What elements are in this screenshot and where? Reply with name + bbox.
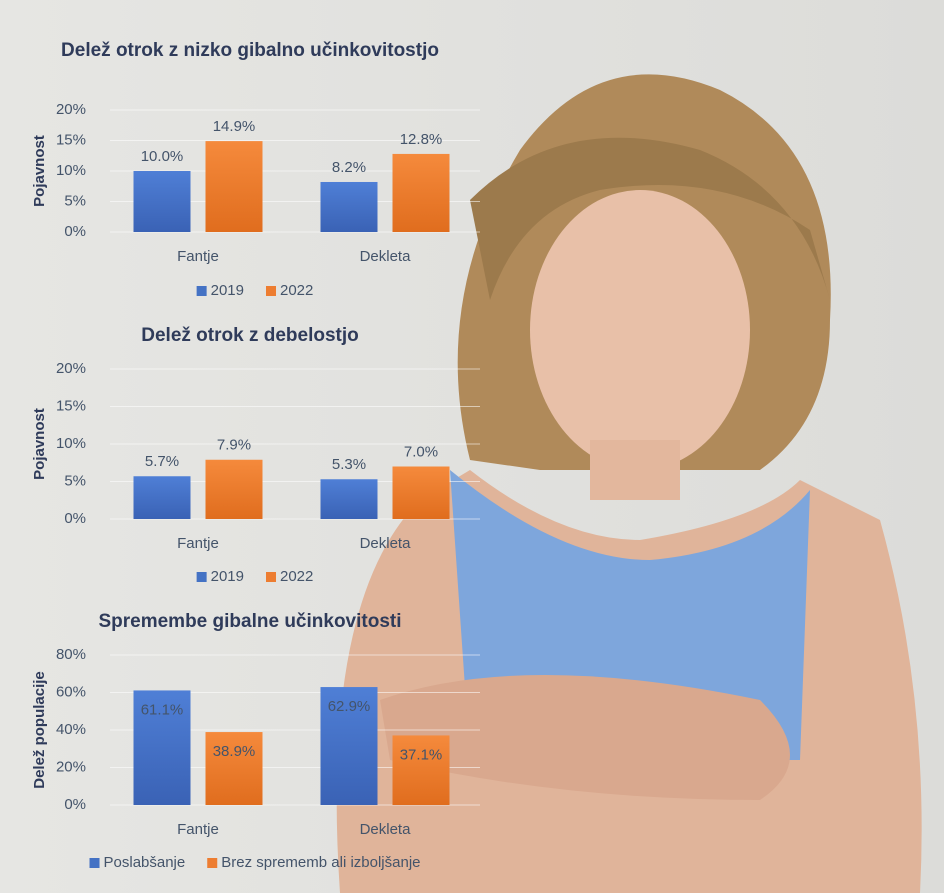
x-tick-label: Dekleta (360, 248, 412, 265)
chart-title: Delež otrok z debelostjo (141, 325, 359, 346)
value-label: 14.9% (213, 118, 256, 135)
bar (320, 687, 378, 805)
bar (133, 690, 191, 805)
legend-swatch (196, 572, 207, 582)
y-tick-label: 10% (56, 435, 86, 452)
y-tick-label: 40% (56, 721, 86, 738)
y-axis-label: Pojavnost (31, 408, 48, 480)
bar (320, 181, 378, 232)
x-tick-label: Dekleta (360, 535, 412, 552)
bar (320, 479, 378, 519)
legend-label: 2022 (280, 568, 313, 585)
y-tick-label: 15% (56, 131, 86, 148)
y-tick-label: 5% (64, 472, 86, 489)
value-label: 5.7% (145, 453, 179, 470)
value-label: 12.8% (400, 131, 443, 148)
value-label: 5.3% (332, 456, 366, 473)
chart-title-box: Spremembe gibalne učinkovitosti (98, 611, 402, 632)
bar (205, 141, 263, 232)
y-tick-label: 80% (56, 646, 86, 663)
y-tick-label: 60% (56, 683, 86, 700)
y-axis-label: Delež populacije (31, 671, 48, 789)
x-tick-label: Fantje (177, 248, 219, 265)
y-tick-label: 0% (64, 510, 86, 527)
chart-title: Spremembe gibalne učinkovitosti (98, 611, 402, 632)
bar (392, 466, 450, 519)
x-tick-label: Fantje (177, 535, 219, 552)
legend-swatch (266, 572, 276, 582)
bar (133, 171, 191, 232)
legend-label: Brez sprememb ali izboljšanje (221, 854, 420, 871)
legend-swatch (89, 858, 100, 868)
legend-label: 2019 (211, 282, 244, 299)
value-label: 62.9% (328, 698, 371, 715)
y-tick-label: 0% (64, 796, 86, 813)
y-tick-label: 10% (56, 162, 86, 179)
y-tick-label: 20% (56, 101, 86, 118)
legend-label: Poslabšanje (104, 854, 186, 871)
value-label: 8.2% (332, 159, 366, 176)
y-tick-label: 15% (56, 397, 86, 414)
x-tick-label: Dekleta (360, 821, 412, 838)
value-label: 7.9% (217, 437, 251, 454)
y-tick-label: 0% (64, 223, 86, 240)
legend-swatch (196, 286, 207, 296)
chart-title-box: Delež otrok z nizko gibalno učinkovitost… (61, 40, 439, 61)
chart-title: Delež otrok z nizko gibalno učinkovitost… (61, 40, 439, 61)
bar (133, 476, 191, 519)
value-label: 37.1% (400, 746, 443, 763)
value-label: 38.9% (213, 743, 256, 760)
y-tick-label: 5% (64, 192, 86, 209)
bar (392, 735, 450, 805)
legend: Poslabšanje Brez sprememb ali izboljšanje (89, 854, 420, 871)
x-tick-label: Fantje (177, 821, 219, 838)
y-axis-label: Pojavnost (31, 135, 48, 207)
legend-swatch (207, 858, 218, 868)
legend: 2019 2022 (196, 282, 313, 299)
bar (392, 153, 450, 232)
photo-figure (336, 74, 922, 893)
y-tick-label: 20% (56, 758, 86, 775)
y-tick-label: 20% (56, 360, 86, 377)
chart-title-box: Delež otrok z debelostjo (141, 325, 359, 346)
value-label: 61.1% (141, 701, 184, 718)
value-label: 10.0% (141, 148, 184, 165)
bar (205, 459, 263, 519)
legend-label: 2019 (211, 568, 244, 585)
bar (205, 732, 263, 805)
legend: 2019 2022 (196, 568, 313, 585)
legend-label: 2022 (280, 282, 313, 299)
value-label: 7.0% (404, 443, 438, 460)
legend-swatch (266, 286, 276, 296)
